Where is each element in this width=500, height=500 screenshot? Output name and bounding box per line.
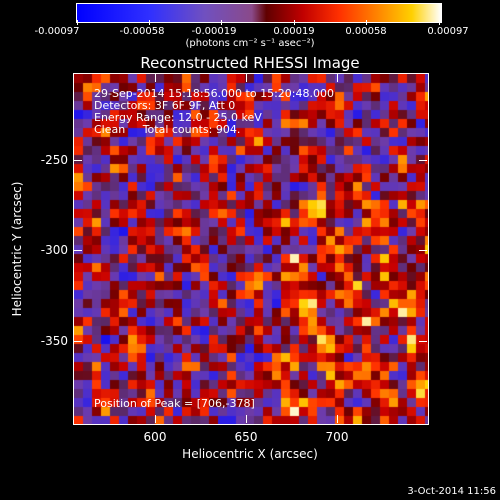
rhessi-image (74, 74, 428, 424)
footer-timestamp: 3-Oct-2014 11:56 (407, 486, 496, 497)
colorbar-tick-label: -0.00019 (191, 26, 237, 37)
y-tick-label: -300 (40, 243, 68, 257)
info-line: Energy Range: 12.0 - 25.0 keV (94, 111, 262, 124)
info-line: Clean Total counts: 904. (94, 123, 241, 136)
colorbar-tick-label: -0.00058 (119, 26, 165, 37)
colorbar-tick-label: 0.00058 (345, 26, 387, 37)
colorbar-tick-label: 0.00019 (273, 26, 315, 37)
x-tick-label: 650 (234, 430, 258, 444)
peak-label: Position of Peak = [706,-378] (94, 397, 255, 410)
colorbar-units: (photons cm⁻² s⁻¹ asec⁻²) (185, 38, 315, 49)
colorbar (76, 3, 442, 23)
y-tick-label: -250 (40, 153, 68, 167)
plot-frame (73, 73, 429, 425)
x-axis-label: Heliocentric X (arcsec) (182, 447, 318, 461)
y-axis-label: Heliocentric Y (arcsec) (10, 181, 24, 317)
plot-title: Reconstructed RHESSI Image (140, 54, 360, 72)
y-tick-label: -350 (40, 334, 68, 348)
info-line: Detectors: 3F 6F 9F, Att 0 (94, 99, 236, 112)
x-tick-label: 600 (143, 430, 167, 444)
colorbar-tick-label: -0.00097 (34, 26, 80, 37)
colorbar-tick-label: 0.00097 (427, 26, 469, 37)
x-tick-label: 700 (325, 430, 349, 444)
info-line: 29-Sep-2014 15:18:56.000 to 15:20:48.000 (94, 87, 334, 100)
